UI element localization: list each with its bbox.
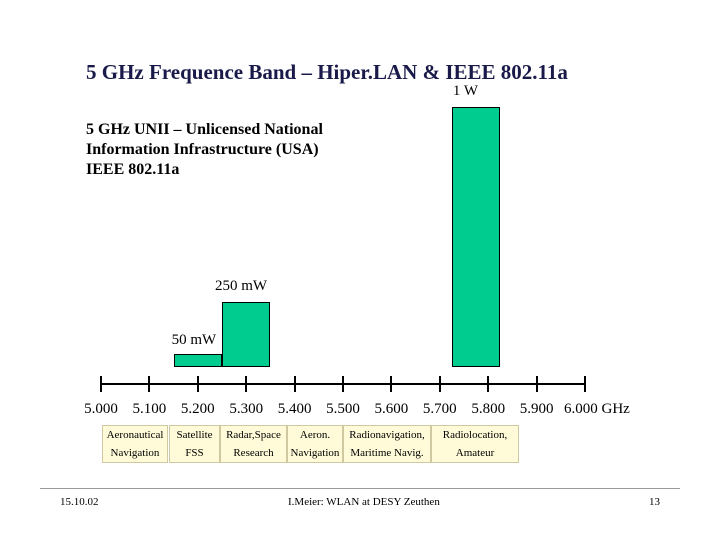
allocation-text: Research bbox=[233, 447, 274, 459]
allocation-text: Radionavigation, bbox=[349, 429, 425, 441]
allocation-text: Navigation bbox=[290, 447, 340, 459]
axis-tick-label: 5.400 bbox=[277, 401, 312, 417]
power-bar bbox=[451, 107, 501, 367]
axis-tick-label: 5.300 bbox=[229, 401, 264, 417]
allocation-cell: Aeronautical Navigation bbox=[102, 425, 168, 463]
allocation-text: Maritime Navig. bbox=[350, 447, 424, 459]
axis-tick bbox=[342, 376, 344, 392]
axis-tick-label: 5.800 bbox=[471, 401, 506, 417]
axis-tick bbox=[438, 376, 441, 392]
allocation-cell: Radiolocation, Amateur bbox=[431, 425, 519, 463]
axis-tick bbox=[584, 376, 586, 392]
allocation-cell: Aeron. Navigation bbox=[287, 425, 343, 463]
axis-tick bbox=[390, 376, 393, 392]
allocation-text: Radiolocation, bbox=[442, 429, 508, 441]
allocation-text: FSS bbox=[185, 447, 204, 459]
allocation-text: Amateur bbox=[455, 447, 495, 459]
power-bar-label: 50 mW bbox=[171, 332, 217, 348]
axis-tick bbox=[535, 376, 538, 392]
axis-tick bbox=[293, 376, 296, 392]
axis-tick-label: 5.900 bbox=[519, 401, 554, 417]
axis-tick-label: 5.100 bbox=[132, 401, 167, 417]
footer-page-number: 13 bbox=[649, 496, 660, 508]
power-bar bbox=[222, 302, 271, 367]
allocation-text: Radar,Space bbox=[226, 429, 281, 441]
subtitle-line-1: 5 GHz UNII – Unlicensed National bbox=[86, 121, 323, 138]
allocation-text: Aeronautical bbox=[106, 429, 164, 441]
allocation-cell: Satellite FSS bbox=[169, 425, 220, 463]
axis-tick bbox=[148, 376, 151, 392]
axis-tick bbox=[196, 376, 199, 392]
subtitle-line-3: IEEE 802.11a bbox=[86, 161, 180, 178]
power-bar-label: 250 mW bbox=[215, 278, 268, 294]
power-bar-label: 1 W bbox=[452, 83, 479, 99]
axis-tick-label: 5.500 bbox=[326, 401, 360, 417]
axis-tick bbox=[487, 376, 490, 392]
axis-tick-label: 5.200 bbox=[180, 401, 215, 417]
axis-tick-label: 6.000 GHz bbox=[564, 401, 630, 417]
allocation-cell: Radar,Space Research bbox=[220, 425, 287, 463]
allocation-text: Satellite bbox=[176, 429, 213, 441]
footer-date: 15.10.02 bbox=[60, 496, 99, 508]
subtitle-block: 5 GHz UNII – Unlicensed National Informa… bbox=[86, 120, 323, 180]
subtitle-line-2: Information Infrastructure (USA) bbox=[86, 141, 319, 158]
axis-tick-label: 5.700 bbox=[422, 401, 457, 417]
allocation-text: Aeron. bbox=[299, 429, 331, 441]
axis-tick-label: 5.000 bbox=[84, 401, 118, 417]
slide-title: 5 GHz Frequence Band – Hiper.LAN & IEEE … bbox=[86, 60, 568, 84]
footer-divider bbox=[40, 488, 680, 489]
allocation-text: Navigation bbox=[110, 447, 160, 459]
footer-author: I.Meier: WLAN at DESY Zeuthen bbox=[288, 496, 440, 508]
axis-tick bbox=[100, 376, 102, 392]
power-bar bbox=[173, 354, 222, 367]
axis-tick-label: 5.600 bbox=[374, 401, 409, 417]
axis-tick bbox=[245, 376, 248, 392]
allocation-cell: Radionavigation, Maritime Navig. bbox=[343, 425, 431, 463]
